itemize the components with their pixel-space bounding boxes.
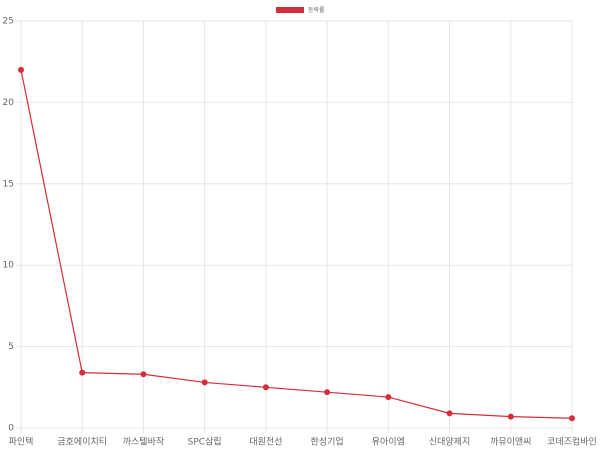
point [569,415,575,422]
y-tick-label: 10 [3,261,15,271]
y-tick-label: 20 [3,98,15,108]
y-tick-label: 15 [3,179,14,189]
x-tick-label: 대원전선 [249,437,282,448]
y-tick-label: 5 [8,342,14,352]
point [507,413,514,420]
line [20,69,573,419]
x-tick-label: 까스텔바작 [123,436,164,448]
x-tick-label: 파인텍 [9,437,34,448]
x-tick-label: 유아이엠 [372,436,405,448]
point [385,394,392,401]
y-tick-label: 0 [8,424,14,434]
x-tick-label: SPC삼립 [188,437,222,448]
y-tick-label: 25 [3,17,14,27]
x-tick-label: 까뮤이앤씨 [490,437,531,448]
point [324,389,331,396]
legend-label: 등락률 [308,6,325,14]
point [18,66,24,73]
x-tick-label: 금호에이치티 [57,436,107,448]
point [140,371,147,378]
point [446,410,453,417]
point [262,384,269,391]
x-tick-label: 신대양제지 [429,437,470,448]
x-tick-label: 코데즈컴바인 [547,436,597,448]
point [79,369,86,376]
point [201,379,208,386]
x-tick-label: 한성기업 [311,437,344,448]
legend-swatch [276,7,304,13]
